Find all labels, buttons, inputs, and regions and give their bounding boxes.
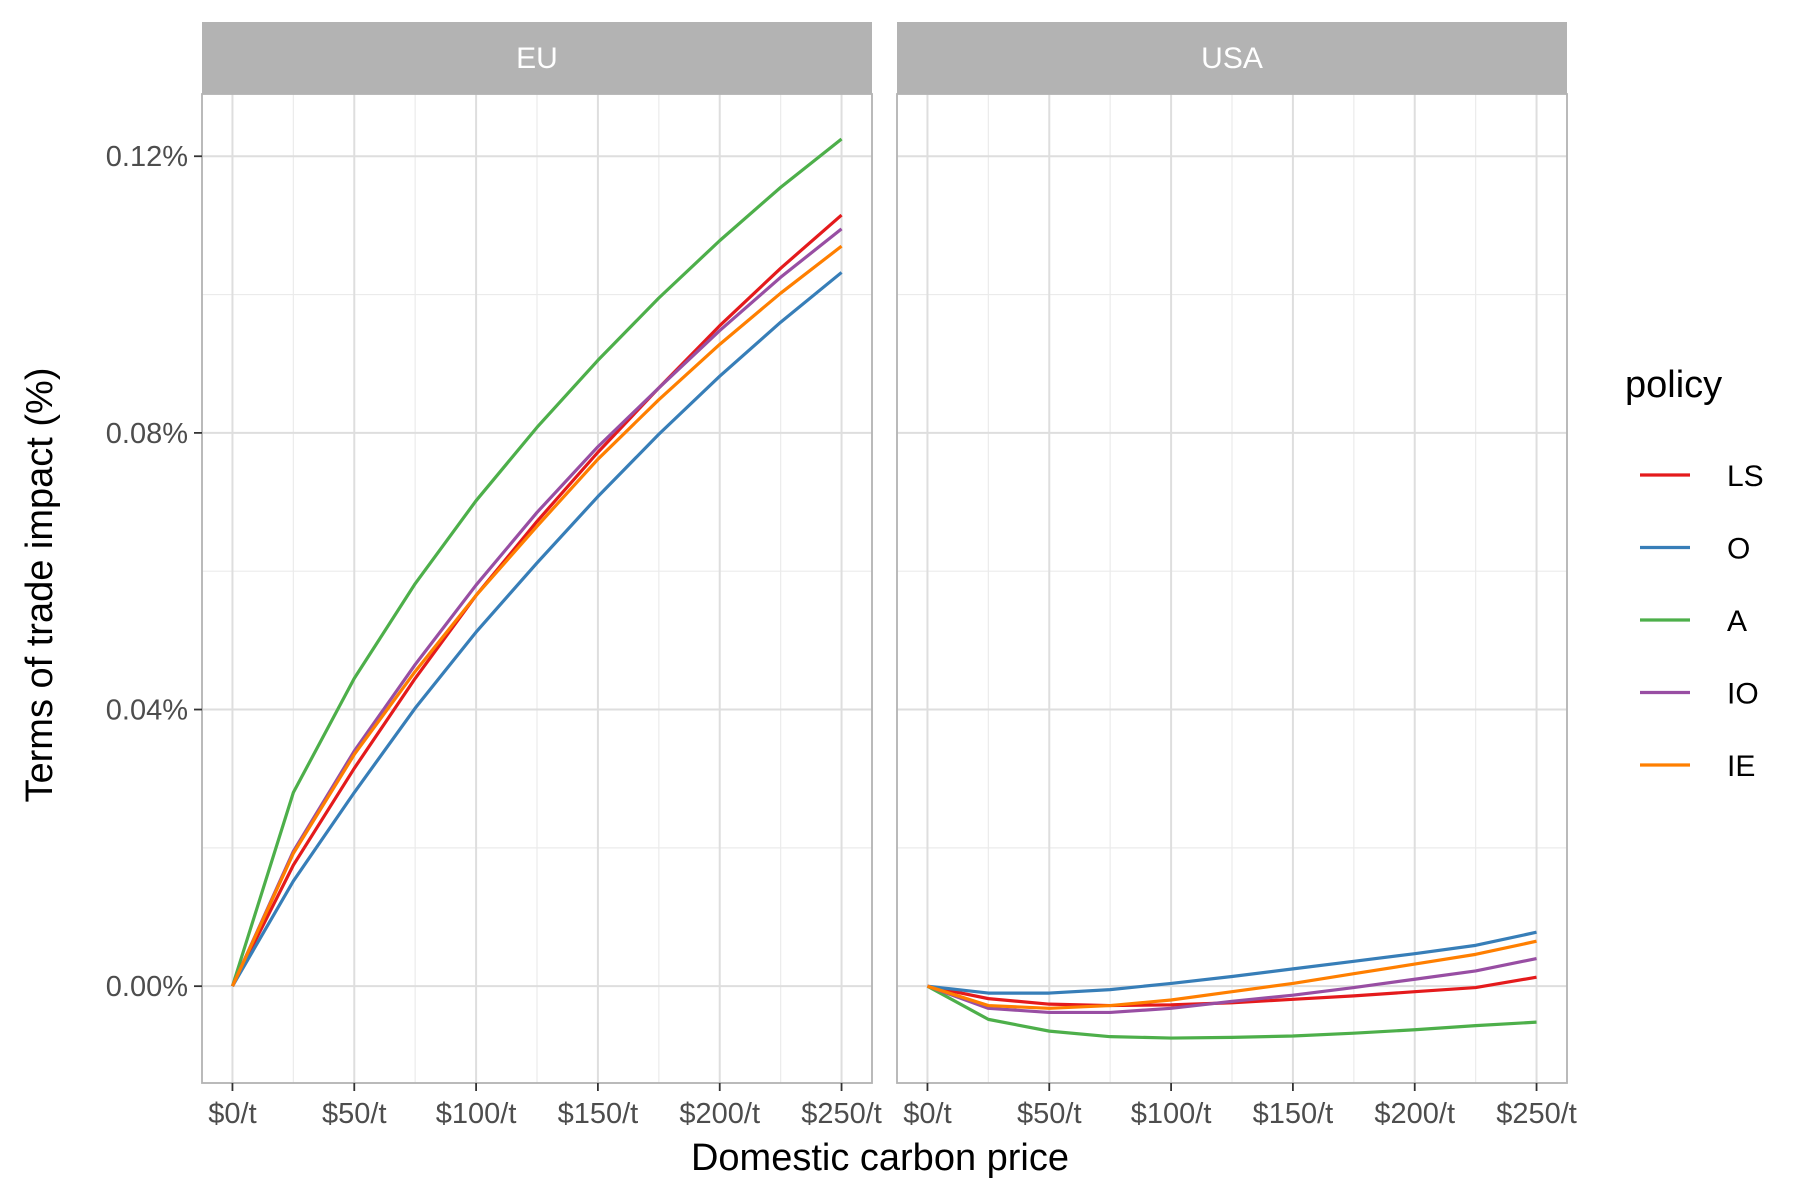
x-tick-label: $200/t [679, 1098, 760, 1130]
x-tick-label: $250/t [1496, 1098, 1577, 1130]
y-tick-label: 0.00% [106, 971, 188, 1003]
x-tick-label: $200/t [1374, 1098, 1455, 1130]
x-tick-label: $50/t [322, 1098, 387, 1130]
legend-item-io: IO [1640, 678, 1759, 711]
x-tick-label: $150/t [558, 1098, 639, 1130]
facet-eu: EU $0/t $50/t $100/t $150/t $200/t $250/t 0.00%… [106, 22, 882, 1130]
y-tick-label: 0.08% [106, 418, 188, 450]
x-tick-label: $0/t [903, 1098, 951, 1130]
x-axis-title: Domestic carbon price [691, 1137, 1069, 1179]
facet-strip-label: EU [516, 42, 558, 75]
facet-usa: USA $0/t $50/t $100/t $150/t $200/t $250/t [896, 22, 1577, 1130]
x-tick-label: $100/t [1131, 1098, 1212, 1130]
y-axis-title: Terms of trade impact (%) [19, 368, 61, 803]
legend-label-ls: LS [1727, 460, 1764, 493]
legend-label-o: O [1727, 533, 1750, 566]
facet-strip [897, 22, 1567, 94]
series-line-o [927, 930, 1537, 995]
x-tick-label: $0/t [208, 1098, 256, 1130]
legend-label-ie: IE [1727, 750, 1755, 783]
facets: EU $0/t $50/t $100/t $150/t $200/t $250/t 0.00%… [106, 22, 1577, 1130]
panel-border [896, 93, 1568, 1084]
y-tick-label: 0.12% [106, 141, 188, 173]
series-line-a [230, 137, 843, 987]
legend: policy LS O A IO IE [1625, 364, 1764, 783]
series-line-o [231, 271, 843, 987]
facet-strip-label: USA [1201, 42, 1263, 75]
legend-item-a: A [1640, 605, 1747, 638]
legend-item-ls: LS [1640, 460, 1764, 493]
legend-label-io: IO [1727, 678, 1759, 711]
panel-border [201, 93, 873, 1084]
series-line-ie [230, 244, 843, 987]
x-tick-label: $250/t [801, 1098, 882, 1130]
x-tick-label: $100/t [436, 1098, 517, 1130]
series-line-io [926, 956, 1537, 1015]
legend-label-a: A [1727, 605, 1747, 638]
x-tick-label: $50/t [1017, 1098, 1082, 1130]
facet-strip [202, 22, 872, 94]
legend-item-ie: IE [1640, 750, 1755, 783]
legend-item-o: O [1640, 533, 1750, 566]
series-line-ie [926, 939, 1537, 1010]
x-tick-label: $150/t [1253, 1098, 1334, 1130]
series-line-ls [231, 213, 843, 987]
y-tick-label: 0.04% [106, 695, 188, 727]
legend-title: policy [1625, 364, 1722, 406]
series-line-a [926, 984, 1537, 1040]
